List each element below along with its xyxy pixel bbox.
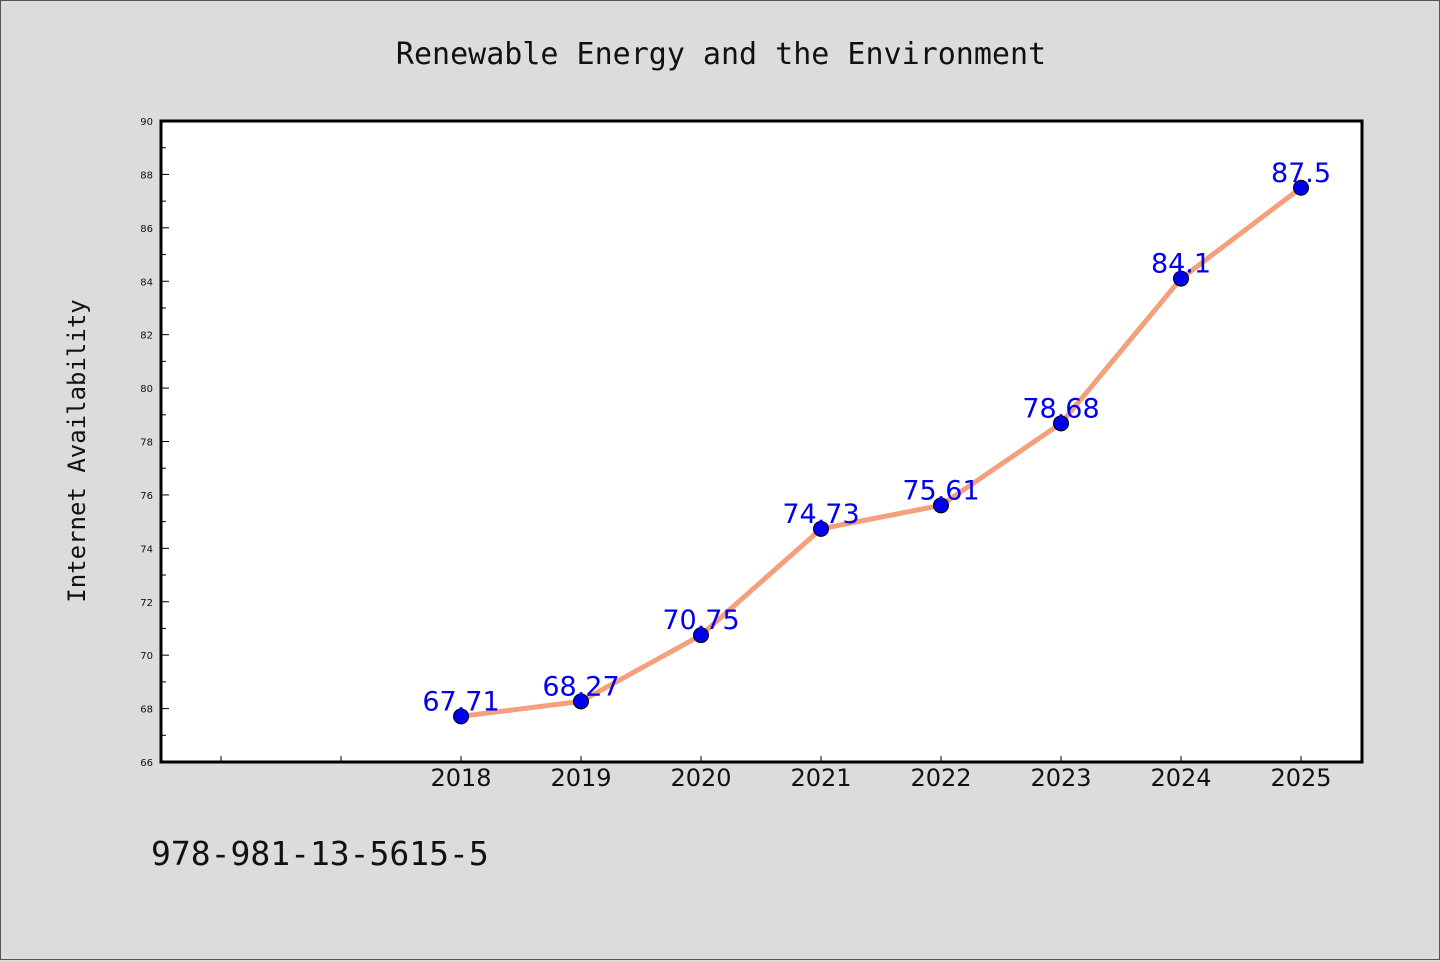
x-axis: 2018 2019 2020 2021 2022 2023 2024 2025 [220,756,1332,792]
series-layer: 67.71 68.27 70.75 74.73 75.61 78.68 84.1 87.5 [422,158,1331,725]
x-tick-label: 2025 [1270,764,1331,792]
y-axis: 66 68 70 72 74 76 78 80 82 84 86 88 90 [140,117,169,769]
y-axis-label: Internet Availability [63,299,91,602]
data-label: 67.71 [422,686,499,717]
y-tick-label: 66 [140,758,153,769]
y-tick-label: 88 [140,170,153,181]
x-tick-label: 2023 [1030,764,1091,792]
y-tick-label: 68 [140,705,153,716]
y-tick-label: 80 [140,384,153,395]
x-tick-label: 2018 [430,764,491,792]
data-label: 70.75 [662,605,739,636]
data-point [453,708,469,725]
data-point [693,627,709,644]
y-tick-label: 90 [140,117,153,128]
x-tick-label: 2022 [910,764,971,792]
data-label: 87.5 [1271,158,1331,189]
data-point [933,497,949,514]
data-label: 75.61 [902,475,979,506]
y-tick-label: 86 [140,224,153,235]
data-point [813,520,829,537]
data-point [1173,270,1189,287]
y-tick-label: 74 [140,544,153,555]
x-tick-label: 2019 [550,764,611,792]
plot-area [159,119,1364,764]
data-point [1053,415,1069,432]
data-point [1293,179,1309,196]
data-label: 84.1 [1151,249,1211,280]
x-tick-label: 2020 [670,764,731,792]
y-tick-label: 70 [140,651,153,662]
data-label: 68.27 [542,671,619,702]
series-line [458,185,1304,719]
data-label: 74.73 [782,499,859,530]
y-tick-label: 82 [140,331,153,342]
footer-code: 978-981-13-5615-5 [151,834,489,873]
y-tick-label: 84 [140,277,153,288]
y-tick-label: 76 [140,491,153,502]
data-label: 78.68 [1022,393,1099,424]
data-point [573,693,589,710]
y-tick-label: 78 [140,438,153,449]
x-tick-label: 2021 [790,764,851,792]
x-tick-label: 2024 [1150,764,1211,792]
y-tick-label: 72 [140,598,153,609]
chart-title: Renewable Energy and the Environment [396,37,1046,72]
